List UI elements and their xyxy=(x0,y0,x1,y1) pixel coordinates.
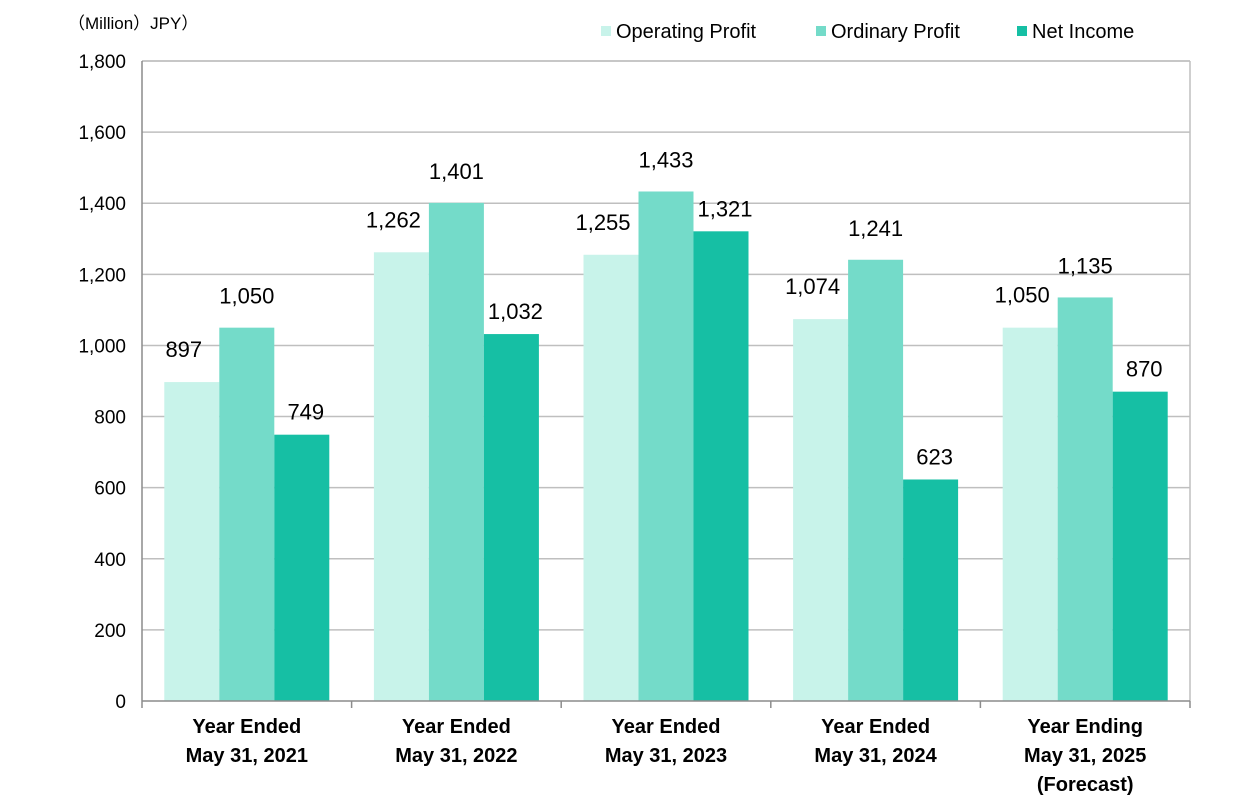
data-label: 897 xyxy=(165,337,202,362)
category-label: Year Ended xyxy=(821,716,930,738)
y-axis-ticks: 0 200 400 600 800 1,000 1,200 1,400 1,600 1,800 xyxy=(78,52,126,713)
legend-swatch xyxy=(816,26,826,36)
data-label: 1,241 xyxy=(848,216,903,241)
data-label: 1,433 xyxy=(638,147,693,172)
bar xyxy=(903,479,959,701)
bar xyxy=(428,202,484,701)
bar xyxy=(693,231,749,702)
data-label: 1,255 xyxy=(575,210,630,235)
y-tick-label: 600 xyxy=(94,479,126,500)
legend: Operating Profit Ordinary Profit Net Incom… xyxy=(601,21,1134,43)
category-label: May 31, 2025 xyxy=(1024,745,1146,767)
data-label: 1,401 xyxy=(429,159,484,184)
legend-label: Operating Profit xyxy=(616,21,757,43)
x-axis-categories: Year Ended May 31, 2021 Year Ended May 31, … xyxy=(186,716,1147,796)
data-label: 1,050 xyxy=(995,283,1050,308)
category-label: May 31, 2024 xyxy=(814,745,937,767)
data-label: 749 xyxy=(287,400,324,425)
bars xyxy=(164,191,1168,702)
y-tick-label: 0 xyxy=(115,692,126,713)
bar xyxy=(793,319,849,701)
category-label: Year Ended xyxy=(402,716,511,738)
data-label: 1,032 xyxy=(488,299,543,324)
legend-swatch xyxy=(1017,26,1027,36)
data-label: 623 xyxy=(916,444,953,469)
y-tick-label: 400 xyxy=(94,550,126,571)
plot-frame xyxy=(141,60,1191,708)
y-tick-label: 200 xyxy=(94,621,126,642)
y-tick-label: 1,600 xyxy=(78,123,126,144)
bar xyxy=(164,382,220,701)
data-label: 1,321 xyxy=(697,196,752,221)
category-label: May 31, 2021 xyxy=(186,745,308,767)
category-label: Year Ended xyxy=(612,716,721,738)
bar xyxy=(583,254,639,701)
y-tick-label: 800 xyxy=(94,408,126,429)
bar xyxy=(373,252,429,702)
category-label: May 31, 2023 xyxy=(605,745,727,767)
category-label: Year Ended xyxy=(192,716,301,738)
data-label: 870 xyxy=(1126,357,1163,382)
legend-label: Net Income xyxy=(1032,21,1134,43)
y-tick-label: 1,200 xyxy=(78,265,126,286)
bar xyxy=(638,191,694,701)
y-tick-label: 1,800 xyxy=(78,52,126,73)
bar xyxy=(1057,297,1113,701)
data-label: 1,050 xyxy=(219,284,274,309)
bar xyxy=(219,327,275,701)
category-label: (Forecast) xyxy=(1037,774,1134,796)
data-label: 1,135 xyxy=(1058,253,1113,278)
data-label: 1,262 xyxy=(366,207,421,232)
y-tick-label: 1,000 xyxy=(78,336,126,357)
category-label: May 31, 2022 xyxy=(395,745,517,767)
data-label: 1,074 xyxy=(785,274,840,299)
bar xyxy=(1112,391,1168,701)
category-label: Year Ending xyxy=(1027,716,1143,738)
bar xyxy=(483,334,539,701)
bar xyxy=(848,259,904,701)
y-tick-label: 1,400 xyxy=(78,194,126,215)
unit-label: （Million）JPY） xyxy=(68,14,198,33)
legend-label: Ordinary Profit xyxy=(831,21,960,43)
bar xyxy=(1002,327,1058,701)
legend-swatch xyxy=(601,26,611,36)
bar xyxy=(274,434,330,701)
